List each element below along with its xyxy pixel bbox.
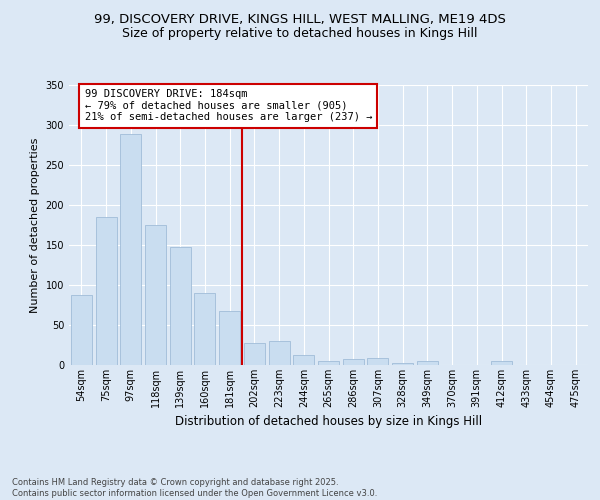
Text: Contains HM Land Registry data © Crown copyright and database right 2025.
Contai: Contains HM Land Registry data © Crown c…	[12, 478, 377, 498]
Bar	[293, 354, 314, 365]
Bar	[269, 341, 290, 365]
Bar	[367, 358, 388, 365]
Text: 99 DISCOVERY DRIVE: 184sqm
← 79% of detached houses are smaller (905)
21% of sem: 99 DISCOVERY DRIVE: 184sqm ← 79% of deta…	[85, 89, 372, 122]
Text: Size of property relative to detached houses in Kings Hill: Size of property relative to detached ho…	[122, 28, 478, 40]
Bar	[170, 246, 191, 365]
Bar	[417, 361, 438, 365]
Bar	[95, 217, 116, 365]
Bar	[318, 361, 339, 365]
Bar	[219, 310, 240, 365]
Bar	[491, 361, 512, 365]
Bar	[244, 342, 265, 365]
Bar	[392, 362, 413, 365]
Bar	[343, 360, 364, 365]
X-axis label: Distribution of detached houses by size in Kings Hill: Distribution of detached houses by size …	[175, 416, 482, 428]
Y-axis label: Number of detached properties: Number of detached properties	[30, 138, 40, 312]
Bar	[71, 294, 92, 365]
Bar	[145, 225, 166, 365]
Text: 99, DISCOVERY DRIVE, KINGS HILL, WEST MALLING, ME19 4DS: 99, DISCOVERY DRIVE, KINGS HILL, WEST MA…	[94, 12, 506, 26]
Bar	[120, 134, 141, 365]
Bar	[194, 293, 215, 365]
